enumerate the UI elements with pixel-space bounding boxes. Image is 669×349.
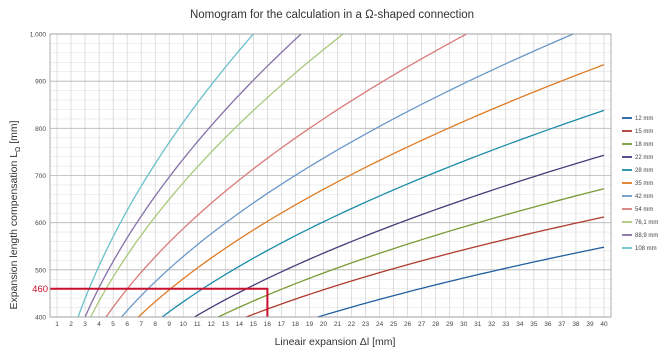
chart-title: Nomogram for the calculation in a Ω-shap… (190, 9, 474, 21)
x-tick-label: 36 (544, 321, 552, 328)
x-tick-label: 30 (460, 321, 468, 328)
x-tick-label: 28 (432, 321, 440, 328)
x-tick-label: 8 (153, 321, 157, 328)
legend-label-1: 15 mm (635, 129, 653, 135)
x-tick-label: 22 (348, 321, 356, 328)
y-tick-label: 400 (35, 315, 46, 322)
y-axis-label-subscript: Ω (15, 147, 22, 152)
x-tick-label: 14 (236, 321, 244, 328)
x-axis-label: Lineair expansion Δl [mm] (275, 336, 396, 348)
series-line-7 (105, 33, 467, 318)
x-tick-label: 9 (167, 321, 171, 328)
x-tick-label: 15 (250, 321, 258, 328)
marker-line (50, 287, 269, 317)
x-tick-label: 19 (306, 321, 314, 328)
x-tick-label: 17 (278, 321, 286, 328)
y-tick-label: 900 (35, 79, 46, 86)
y-tick-label: 800 (35, 126, 46, 133)
x-tick-label: 24 (376, 321, 384, 328)
series-line-1 (246, 216, 605, 318)
x-tick-label: 38 (572, 321, 580, 328)
series-line-3 (194, 154, 605, 318)
x-tick-label: 40 (600, 321, 608, 328)
x-tick-label: 3 (83, 321, 87, 328)
legend-label-8: 76,1 mm (635, 220, 658, 226)
x-tick-label: 23 (362, 321, 370, 328)
legend-label-5: 35 mm (635, 181, 653, 187)
x-tick-label: 31 (474, 321, 482, 328)
y-tick-label: 1.000 (30, 32, 47, 39)
x-tick-label: 34 (516, 321, 524, 328)
x-tick-label: 39 (586, 321, 594, 328)
x-tick-label: 25 (390, 321, 398, 328)
x-tick-label: 26 (404, 321, 412, 328)
series-line-5 (137, 64, 605, 318)
legend-label-7: 54 mm (635, 207, 653, 213)
series-line-6 (121, 33, 574, 318)
curves (77, 33, 605, 318)
x-tick-label: 21 (334, 321, 342, 328)
legend: 12 mm 15 mm 18 mm 22 mm 28 mm 35 mm 42 mm 54 mm… (622, 116, 658, 252)
x-tick-label: 13 (222, 321, 230, 328)
y-axis-label: Expansion length compensation LΩ [mm] (8, 120, 22, 309)
axes: 1 2 3 4 5 6 7 8 9 10 11 12 13 14 15 16 17 18 19 20 21 22 23 24 2… (30, 32, 612, 328)
series-line-0 (317, 246, 605, 318)
x-tick-label: 27 (418, 321, 426, 328)
series-line-10 (77, 33, 254, 318)
plot-frame (49, 33, 612, 318)
x-tick-label: 5 (111, 321, 115, 328)
grid (50, 33, 611, 318)
y-tick-label: 600 (35, 220, 46, 227)
x-tick-label: 20 (320, 321, 328, 328)
x-tick-label: 10 (180, 321, 188, 328)
x-tick-label: 11 (194, 321, 201, 328)
x-tick-label: 32 (488, 321, 496, 328)
series-line-4 (161, 109, 605, 318)
x-tick-label: 35 (530, 321, 538, 328)
legend-label-3: 22 mm (635, 155, 653, 161)
x-tick-label: 2 (69, 321, 73, 328)
marker-label: 460 (32, 284, 48, 295)
x-tick-label: 12 (208, 321, 216, 328)
legend-label-0: 12 mm (635, 116, 653, 122)
x-tick-label: 33 (502, 321, 510, 328)
legend-label-9: 88,9 mm (635, 233, 658, 239)
y-tick-label: 700 (35, 173, 46, 180)
legend-label-4: 28 mm (635, 168, 653, 174)
y-axis-label-main: Expansion length compensation L (8, 152, 20, 310)
x-tick-label: 4 (97, 321, 101, 328)
x-tick-label: 37 (558, 321, 566, 328)
series-line-9 (84, 33, 302, 318)
y-tick-label: 500 (35, 267, 46, 274)
x-tick-label: 7 (139, 321, 143, 328)
x-tick-label: 1 (55, 321, 59, 328)
x-tick-label: 16 (264, 321, 272, 328)
reading-marker: 460 (32, 284, 269, 317)
series-line-2 (218, 188, 605, 318)
legend-label-6: 42 mm (635, 194, 653, 200)
y-axis-label-unit: [mm] (8, 120, 20, 146)
x-tick-label: 6 (125, 321, 129, 328)
legend-label-10: 108 mm (635, 246, 657, 252)
x-tick-label: 18 (292, 321, 300, 328)
series-line-8 (90, 33, 344, 318)
x-tick-label: 29 (446, 321, 454, 328)
legend-label-2: 18 mm (635, 142, 653, 148)
